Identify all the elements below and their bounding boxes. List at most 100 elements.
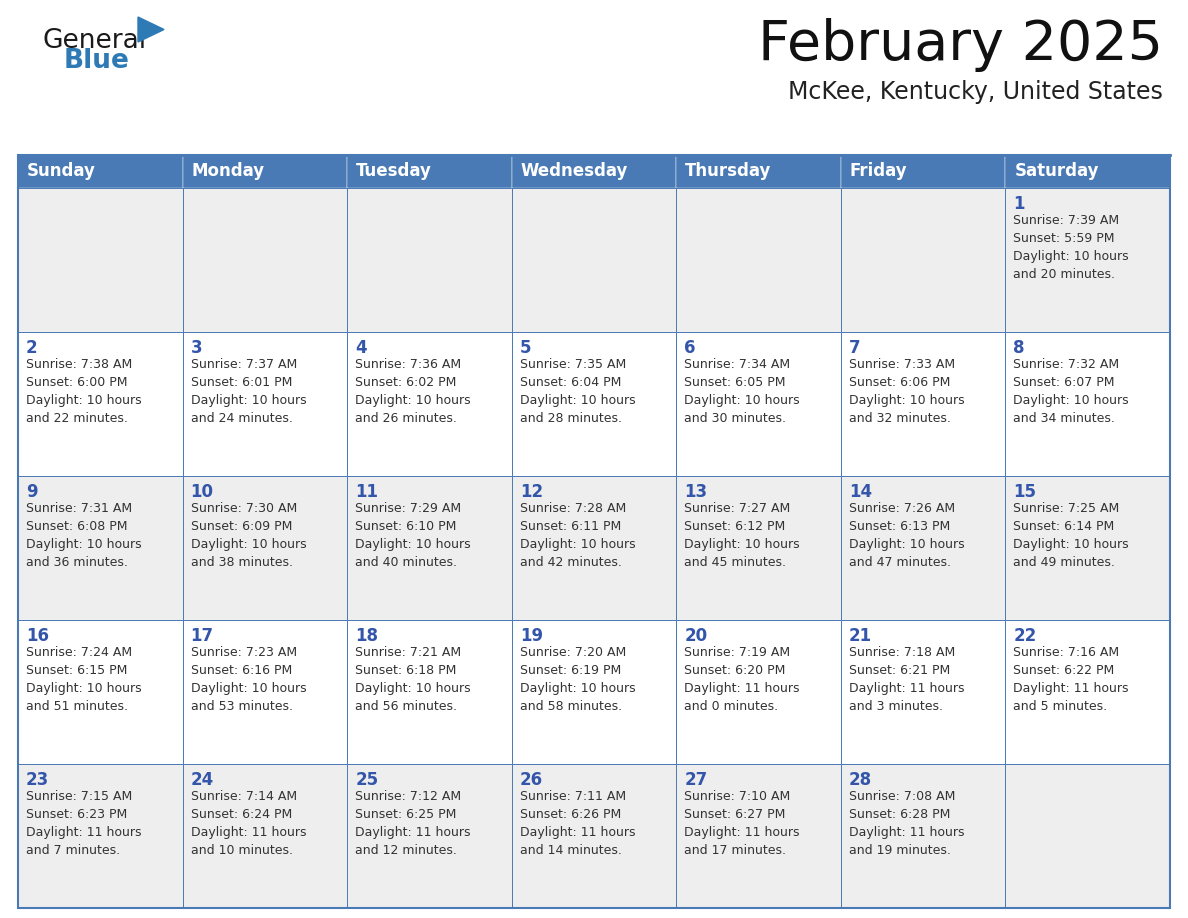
Text: 23: 23 — [26, 771, 49, 789]
Text: 5: 5 — [519, 339, 531, 357]
Text: 11: 11 — [355, 483, 378, 501]
Text: 22: 22 — [1013, 627, 1037, 645]
Text: Sunrise: 7:26 AM
Sunset: 6:13 PM
Daylight: 10 hours
and 47 minutes.: Sunrise: 7:26 AM Sunset: 6:13 PM Dayligh… — [849, 502, 965, 569]
Bar — [512, 476, 676, 620]
Text: Sunrise: 7:16 AM
Sunset: 6:22 PM
Daylight: 11 hours
and 5 minutes.: Sunrise: 7:16 AM Sunset: 6:22 PM Dayligh… — [1013, 646, 1129, 713]
Bar — [841, 155, 1005, 188]
Text: Sunrise: 7:25 AM
Sunset: 6:14 PM
Daylight: 10 hours
and 49 minutes.: Sunrise: 7:25 AM Sunset: 6:14 PM Dayligh… — [1013, 502, 1129, 569]
Bar — [347, 332, 512, 476]
Text: Thursday: Thursday — [685, 162, 772, 181]
Text: Sunrise: 7:24 AM
Sunset: 6:15 PM
Daylight: 10 hours
and 51 minutes.: Sunrise: 7:24 AM Sunset: 6:15 PM Dayligh… — [26, 646, 141, 713]
Text: Sunrise: 7:20 AM
Sunset: 6:19 PM
Daylight: 10 hours
and 58 minutes.: Sunrise: 7:20 AM Sunset: 6:19 PM Dayligh… — [519, 646, 636, 713]
Text: 9: 9 — [26, 483, 38, 501]
Bar — [183, 764, 347, 908]
Text: 10: 10 — [190, 483, 214, 501]
Text: Sunrise: 7:27 AM
Sunset: 6:12 PM
Daylight: 10 hours
and 45 minutes.: Sunrise: 7:27 AM Sunset: 6:12 PM Dayligh… — [684, 502, 800, 569]
Bar — [1005, 620, 1170, 764]
Text: Sunrise: 7:29 AM
Sunset: 6:10 PM
Daylight: 10 hours
and 40 minutes.: Sunrise: 7:29 AM Sunset: 6:10 PM Dayligh… — [355, 502, 470, 569]
Bar — [18, 188, 183, 332]
Text: Saturday: Saturday — [1015, 162, 1099, 181]
Bar — [347, 476, 512, 620]
Text: 14: 14 — [849, 483, 872, 501]
Text: McKee, Kentucky, United States: McKee, Kentucky, United States — [788, 80, 1163, 104]
Bar — [183, 620, 347, 764]
Bar — [1005, 332, 1170, 476]
Bar — [841, 620, 1005, 764]
Bar — [676, 764, 841, 908]
Text: Sunrise: 7:34 AM
Sunset: 6:05 PM
Daylight: 10 hours
and 30 minutes.: Sunrise: 7:34 AM Sunset: 6:05 PM Dayligh… — [684, 358, 800, 425]
Bar — [18, 155, 183, 188]
Text: Sunrise: 7:11 AM
Sunset: 6:26 PM
Daylight: 11 hours
and 14 minutes.: Sunrise: 7:11 AM Sunset: 6:26 PM Dayligh… — [519, 790, 636, 857]
Bar — [512, 764, 676, 908]
Bar — [676, 155, 841, 188]
Polygon shape — [138, 17, 164, 42]
Text: Sunrise: 7:12 AM
Sunset: 6:25 PM
Daylight: 11 hours
and 12 minutes.: Sunrise: 7:12 AM Sunset: 6:25 PM Dayligh… — [355, 790, 470, 857]
Text: Sunrise: 7:08 AM
Sunset: 6:28 PM
Daylight: 11 hours
and 19 minutes.: Sunrise: 7:08 AM Sunset: 6:28 PM Dayligh… — [849, 790, 965, 857]
Text: Sunrise: 7:31 AM
Sunset: 6:08 PM
Daylight: 10 hours
and 36 minutes.: Sunrise: 7:31 AM Sunset: 6:08 PM Dayligh… — [26, 502, 141, 569]
Text: 26: 26 — [519, 771, 543, 789]
Text: Sunrise: 7:35 AM
Sunset: 6:04 PM
Daylight: 10 hours
and 28 minutes.: Sunrise: 7:35 AM Sunset: 6:04 PM Dayligh… — [519, 358, 636, 425]
Bar — [841, 332, 1005, 476]
Text: 16: 16 — [26, 627, 49, 645]
Text: Monday: Monday — [191, 162, 265, 181]
Text: Sunrise: 7:38 AM
Sunset: 6:00 PM
Daylight: 10 hours
and 22 minutes.: Sunrise: 7:38 AM Sunset: 6:00 PM Dayligh… — [26, 358, 141, 425]
Text: 28: 28 — [849, 771, 872, 789]
Bar — [512, 332, 676, 476]
Text: Sunrise: 7:10 AM
Sunset: 6:27 PM
Daylight: 11 hours
and 17 minutes.: Sunrise: 7:10 AM Sunset: 6:27 PM Dayligh… — [684, 790, 800, 857]
Text: Sunrise: 7:21 AM
Sunset: 6:18 PM
Daylight: 10 hours
and 56 minutes.: Sunrise: 7:21 AM Sunset: 6:18 PM Dayligh… — [355, 646, 470, 713]
Text: 6: 6 — [684, 339, 696, 357]
Bar — [1005, 188, 1170, 332]
Bar — [676, 332, 841, 476]
Bar — [1005, 155, 1170, 188]
Bar — [347, 764, 512, 908]
Text: Sunrise: 7:14 AM
Sunset: 6:24 PM
Daylight: 11 hours
and 10 minutes.: Sunrise: 7:14 AM Sunset: 6:24 PM Dayligh… — [190, 790, 307, 857]
Text: Sunrise: 7:36 AM
Sunset: 6:02 PM
Daylight: 10 hours
and 26 minutes.: Sunrise: 7:36 AM Sunset: 6:02 PM Dayligh… — [355, 358, 470, 425]
Text: Sunrise: 7:18 AM
Sunset: 6:21 PM
Daylight: 11 hours
and 3 minutes.: Sunrise: 7:18 AM Sunset: 6:21 PM Dayligh… — [849, 646, 965, 713]
Bar — [347, 188, 512, 332]
Text: Sunrise: 7:32 AM
Sunset: 6:07 PM
Daylight: 10 hours
and 34 minutes.: Sunrise: 7:32 AM Sunset: 6:07 PM Dayligh… — [1013, 358, 1129, 425]
Bar — [183, 332, 347, 476]
Bar — [18, 476, 183, 620]
Text: 12: 12 — [519, 483, 543, 501]
Bar — [676, 188, 841, 332]
Text: February 2025: February 2025 — [758, 18, 1163, 72]
Bar — [841, 188, 1005, 332]
Text: 4: 4 — [355, 339, 367, 357]
Text: Sunrise: 7:19 AM
Sunset: 6:20 PM
Daylight: 11 hours
and 0 minutes.: Sunrise: 7:19 AM Sunset: 6:20 PM Dayligh… — [684, 646, 800, 713]
Bar — [1005, 476, 1170, 620]
Text: 27: 27 — [684, 771, 708, 789]
Bar — [676, 476, 841, 620]
Bar — [347, 620, 512, 764]
Bar — [841, 476, 1005, 620]
Text: Sunrise: 7:23 AM
Sunset: 6:16 PM
Daylight: 10 hours
and 53 minutes.: Sunrise: 7:23 AM Sunset: 6:16 PM Dayligh… — [190, 646, 307, 713]
Text: Blue: Blue — [64, 48, 129, 74]
Text: 13: 13 — [684, 483, 707, 501]
Text: Tuesday: Tuesday — [356, 162, 432, 181]
Text: Sunday: Sunday — [27, 162, 96, 181]
Bar — [347, 155, 512, 188]
Text: 17: 17 — [190, 627, 214, 645]
Text: Friday: Friday — [849, 162, 908, 181]
Text: 7: 7 — [849, 339, 860, 357]
Bar — [676, 620, 841, 764]
Bar — [183, 188, 347, 332]
Bar — [183, 155, 347, 188]
Bar — [18, 764, 183, 908]
Text: 25: 25 — [355, 771, 378, 789]
Bar — [512, 188, 676, 332]
Bar — [512, 155, 676, 188]
Text: Sunrise: 7:39 AM
Sunset: 5:59 PM
Daylight: 10 hours
and 20 minutes.: Sunrise: 7:39 AM Sunset: 5:59 PM Dayligh… — [1013, 214, 1129, 281]
Text: Sunrise: 7:15 AM
Sunset: 6:23 PM
Daylight: 11 hours
and 7 minutes.: Sunrise: 7:15 AM Sunset: 6:23 PM Dayligh… — [26, 790, 141, 857]
Text: Sunrise: 7:30 AM
Sunset: 6:09 PM
Daylight: 10 hours
and 38 minutes.: Sunrise: 7:30 AM Sunset: 6:09 PM Dayligh… — [190, 502, 307, 569]
Bar — [1005, 764, 1170, 908]
Text: 15: 15 — [1013, 483, 1036, 501]
Text: 19: 19 — [519, 627, 543, 645]
Text: General: General — [42, 28, 146, 54]
Text: 3: 3 — [190, 339, 202, 357]
Bar — [512, 620, 676, 764]
Text: 18: 18 — [355, 627, 378, 645]
Bar — [18, 155, 1170, 908]
Text: Sunrise: 7:33 AM
Sunset: 6:06 PM
Daylight: 10 hours
and 32 minutes.: Sunrise: 7:33 AM Sunset: 6:06 PM Dayligh… — [849, 358, 965, 425]
Text: 24: 24 — [190, 771, 214, 789]
Bar — [183, 476, 347, 620]
